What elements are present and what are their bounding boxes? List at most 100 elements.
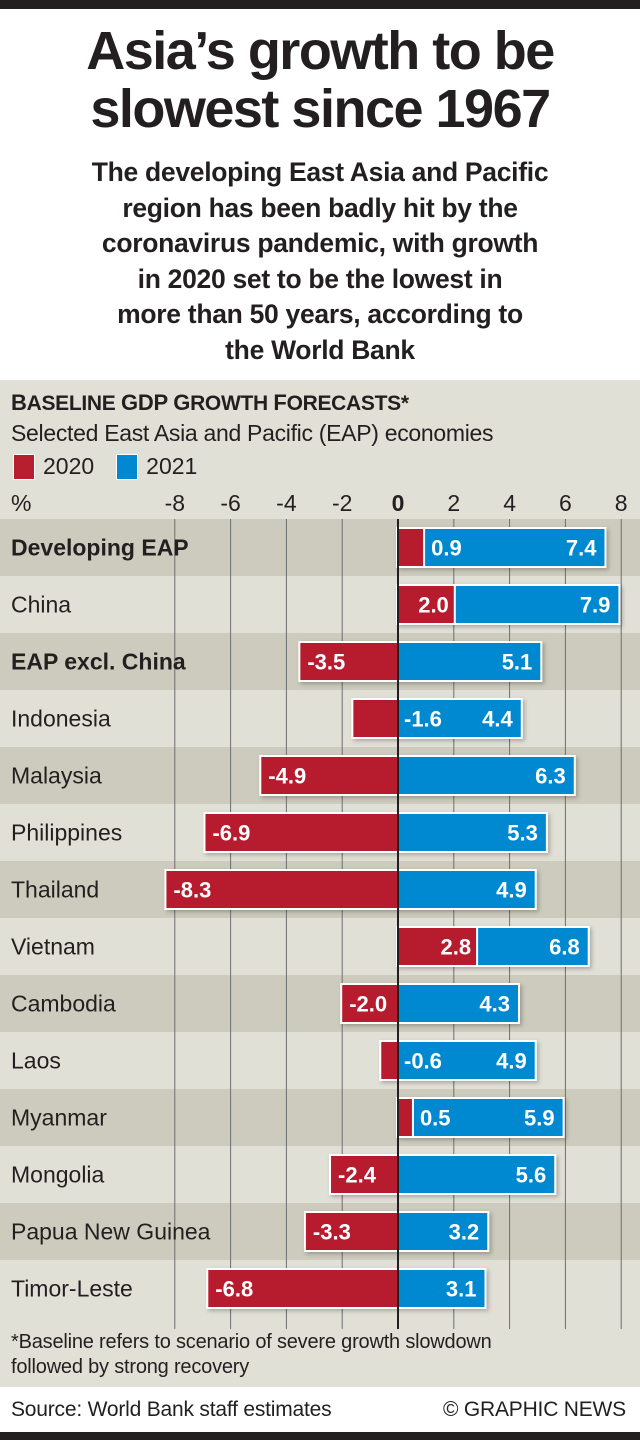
standfirst-line: region has been badly hit by the xyxy=(122,192,518,223)
x-tick-label: 2 xyxy=(447,490,460,516)
category-label: Papua New Guinea xyxy=(11,1219,211,1245)
bar-2020 xyxy=(166,871,398,908)
category-label: Malaysia xyxy=(11,763,102,789)
category-label: Mongolia xyxy=(11,1162,105,1188)
standfirst-line: more than 50 years, according to xyxy=(117,299,523,329)
bar-group xyxy=(351,698,523,739)
data-label-2021: 7.9 xyxy=(580,593,611,618)
bar-2020 xyxy=(205,814,398,851)
data-label-2020: -2.0 xyxy=(349,992,387,1017)
chart-title-part: ASELINE xyxy=(26,392,122,415)
row-band xyxy=(0,690,640,747)
legend-item-2021: 2021 xyxy=(116,453,197,480)
x-tick-label: -2 xyxy=(332,490,352,516)
bar-2020 xyxy=(398,1099,412,1136)
data-label-2020: 2.8 xyxy=(441,935,472,960)
data-label-2021: 4.9 xyxy=(496,878,527,903)
bar-2020 xyxy=(342,985,398,1022)
standfirst-line: The developing East Asia and Pacific xyxy=(91,157,549,187)
chart-title-part: ROWTH xyxy=(190,392,274,415)
bar-2020 xyxy=(305,1213,398,1250)
bar-2021 xyxy=(398,1213,488,1250)
bar-group xyxy=(206,1268,487,1309)
bottom-rule xyxy=(0,1432,640,1440)
data-label-2020: -8.3 xyxy=(173,878,211,903)
x-tick-label: -8 xyxy=(165,490,185,516)
row-band xyxy=(0,1032,640,1089)
standfirst-line: in 2020 set to be the lowest in xyxy=(137,263,503,294)
data-label-2021: 5.1 xyxy=(502,650,533,675)
x-tick-label: -4 xyxy=(276,490,297,516)
footnote: *Baseline refers to scenario of severe g… xyxy=(11,1330,492,1380)
data-label-2020: -3.5 xyxy=(307,650,345,675)
bar-2021 xyxy=(398,700,521,737)
credit-text: © GRAPHIC NEWS xyxy=(442,1398,626,1421)
headline-line-2: slowest since 1967 xyxy=(90,79,551,139)
data-label-2020: -6.9 xyxy=(212,821,250,846)
category-label: Myanmar xyxy=(11,1105,107,1131)
bar-2020 xyxy=(398,529,424,566)
bar-2021 xyxy=(398,814,546,851)
data-label-2021: 4.3 xyxy=(479,992,510,1017)
bar-2020 xyxy=(398,928,477,965)
data-label-2021: 5.6 xyxy=(516,1163,547,1188)
bar-2021 xyxy=(398,985,518,1022)
x-tick-label: 8 xyxy=(615,490,628,516)
bar-2020 xyxy=(331,1156,398,1193)
footnote-line: *Baseline refers to scenario of severe g… xyxy=(11,1331,492,1353)
bar-group xyxy=(164,869,537,910)
category-label: Indonesia xyxy=(11,706,111,732)
legend-item-2020: 2020 xyxy=(13,453,94,480)
data-label-2020: 0.9 xyxy=(431,536,462,561)
bar-2021 xyxy=(398,1156,555,1193)
category-label: Thailand xyxy=(11,877,99,903)
data-label-2021: 4.9 xyxy=(496,1049,527,1074)
category-label: Philippines xyxy=(11,820,122,846)
bar-group xyxy=(259,755,576,796)
bar-group xyxy=(303,1211,490,1252)
bar-group xyxy=(396,584,621,625)
category-label: Timor-Leste xyxy=(11,1276,133,1302)
bar-2021 xyxy=(398,1270,485,1307)
bar-2021 xyxy=(398,1042,535,1079)
x-tick-label: 6 xyxy=(559,490,572,516)
bar-2020 xyxy=(208,1270,398,1307)
data-label-2020: -3.3 xyxy=(313,1220,351,1245)
bar-group xyxy=(396,527,607,568)
data-label-2021: 7.4 xyxy=(566,536,597,561)
unit-label: % xyxy=(11,490,32,516)
chart-title-part: GDP G xyxy=(121,390,191,415)
standfirst-line: the World Bank xyxy=(225,334,415,365)
x-tick-label: 0 xyxy=(392,490,405,516)
legend-label-2020: 2020 xyxy=(43,453,95,479)
bar-group xyxy=(203,812,548,853)
bar-group xyxy=(340,983,520,1024)
category-label: China xyxy=(11,592,71,618)
bar-2021 xyxy=(398,643,541,680)
row-band xyxy=(0,975,640,1032)
source-row xyxy=(0,1387,640,1432)
top-rule xyxy=(0,0,640,9)
bar-group xyxy=(329,1154,557,1195)
standfirst-line: coronavirus pandemic, with growth xyxy=(101,228,539,258)
chart-title-part: ORECASTS* xyxy=(286,392,409,415)
data-label-2021: 5.3 xyxy=(507,821,538,846)
data-label-2020: -6.8 xyxy=(215,1277,253,1302)
bar-2020 xyxy=(300,643,398,680)
bar-2020 xyxy=(381,1042,398,1079)
category-label: Vietnam xyxy=(11,934,95,960)
bar-group xyxy=(396,926,590,967)
bar-chart: -8 -6 -4 -2 0 2 4 6 8 7.4 0.9 7.9 2.0 5.1 -3.5 4.4 -1.6… xyxy=(0,490,640,1329)
data-label-2021: 3.2 xyxy=(449,1220,480,1245)
category-label: Cambodia xyxy=(11,991,116,1017)
category-label: Laos xyxy=(11,1048,61,1074)
headline: Asia’s growth to be slowest since 1967 xyxy=(0,22,640,138)
chart-title: BASELINE GDP GROWTH FORECASTS* xyxy=(11,390,409,416)
chart-title-part: B xyxy=(11,390,27,415)
data-label-2020: -4.9 xyxy=(268,764,306,789)
x-tick-label: 4 xyxy=(503,490,516,516)
data-label-2021: 6.8 xyxy=(549,935,580,960)
standfirst: The developing East Asia and Pacific reg… xyxy=(0,155,640,368)
chart-subtitle: Selected East Asia and Pacific (EAP) eco… xyxy=(11,420,494,446)
chart-title-part: F xyxy=(273,390,287,415)
